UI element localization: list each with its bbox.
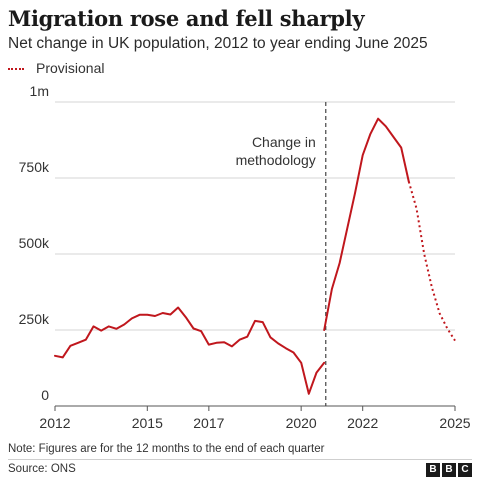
logo-letter: C <box>458 463 472 477</box>
x-tick-label: 2020 <box>286 415 317 431</box>
chart-subtitle: Net change in UK population, 2012 to yea… <box>8 35 428 52</box>
x-tick-label: 2017 <box>193 415 224 431</box>
footnote: Note: Figures are for the 12 months to t… <box>8 443 325 455</box>
x-tick-label: 2022 <box>347 415 378 431</box>
y-tick-label: 500k <box>19 235 50 251</box>
logo-letter: B <box>426 463 440 477</box>
bbc-logo: B B C <box>426 463 472 477</box>
y-tick-label: 750k <box>19 159 50 175</box>
y-tick-label: 0 <box>41 387 49 403</box>
provisional-series-line <box>407 181 456 342</box>
x-tick-label: 2025 <box>439 415 470 431</box>
logo-letter: B <box>442 463 456 477</box>
legend-provisional-swatch <box>8 68 24 70</box>
series-line <box>323 117 410 331</box>
series-line <box>54 306 326 395</box>
footer-divider <box>8 459 472 460</box>
source-note: Source: ONS <box>8 463 76 475</box>
chart-title: Migration rose and fell sharply <box>8 6 365 31</box>
legend: Provisional <box>8 59 104 77</box>
y-tick-label: 1m <box>30 83 49 99</box>
x-tick-label: 2015 <box>132 415 163 431</box>
methodology-annotation: methodology <box>236 152 316 168</box>
x-tick-label: 2012 <box>39 415 70 431</box>
legend-provisional-label: Provisional <box>36 60 105 76</box>
y-tick-label: 250k <box>19 311 50 327</box>
methodology-annotation: Change in <box>252 134 316 150</box>
